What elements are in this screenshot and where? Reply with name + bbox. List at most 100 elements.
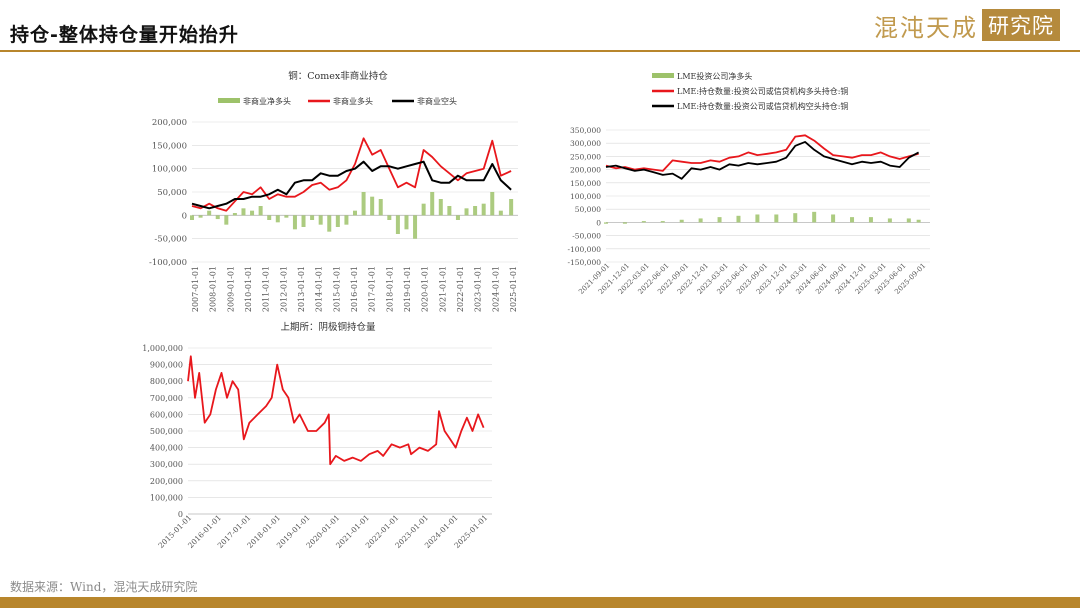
net-long-bar: [430, 192, 435, 216]
long-position-line: [605, 134, 919, 172]
y-tick-label: 100,000: [152, 165, 187, 175]
net-long-bar: [361, 192, 366, 216]
legend-label: 非商业多头: [333, 96, 373, 106]
net-long-bar: [906, 218, 911, 223]
y-tick-label: -150,000: [567, 258, 601, 267]
net-long-bar: [490, 192, 495, 216]
legend-label: 非商业空头: [417, 96, 457, 106]
x-tick-label: 2018-01-01: [385, 266, 394, 312]
net-long-bar: [831, 214, 836, 223]
x-tick-label: 2010-01-01: [244, 266, 253, 312]
y-tick-label: 300,000: [150, 460, 183, 469]
title-divider: [0, 50, 1080, 52]
net-long-bar: [717, 217, 722, 223]
net-long-bar: [498, 210, 503, 216]
net-long-bar: [370, 196, 375, 216]
net-long-bar: [198, 215, 203, 218]
net-long-bar: [292, 215, 297, 230]
y-tick-label: 50,000: [575, 205, 601, 214]
y-tick-label: 0: [182, 211, 187, 221]
net-long-bar: [250, 210, 255, 216]
short-position-line: [605, 140, 920, 180]
net-long-bar: [241, 208, 246, 216]
net-long-bar: [622, 222, 627, 224]
net-long-bar: [774, 214, 779, 223]
net-long-bar: [455, 215, 460, 220]
net-long-bar: [509, 199, 514, 216]
x-tick-label: 2022-01-01: [456, 266, 465, 312]
net-long-bar: [404, 215, 409, 230]
y-tick-label: -100,000: [567, 245, 601, 254]
y-tick-label: -50,000: [154, 235, 187, 245]
net-long-bar: [224, 215, 229, 225]
long-position-line: [191, 137, 512, 212]
x-tick-label: 2024-01-01: [491, 266, 500, 312]
y-tick-label: 100,000: [570, 192, 601, 201]
net-long-bar: [378, 199, 383, 216]
net-long-bar: [916, 219, 921, 223]
chart-title: 上期所：阴极铜持仓量: [280, 321, 376, 333]
x-tick-label: 2014-01-01: [315, 266, 324, 312]
net-long-bar: [395, 215, 400, 234]
y-tick-label: 200,000: [152, 118, 187, 128]
net-long-bar: [344, 215, 349, 225]
x-tick-label: 2016-01-01: [350, 266, 359, 312]
net-long-bar: [413, 215, 418, 239]
x-tick-label: 2021-01-01: [438, 266, 447, 312]
company-logo: 混沌天成 研究院: [874, 9, 1060, 42]
net-long-bar: [335, 215, 340, 227]
y-tick-label: 600,000: [150, 410, 183, 419]
net-long-bar: [698, 218, 703, 223]
x-tick-label: 2020-01-01: [421, 266, 430, 312]
x-tick-label: 2025-01-01: [509, 266, 518, 312]
net-long-bar: [736, 215, 741, 223]
y-tick-label: 900,000: [150, 361, 183, 370]
net-long-bar: [301, 215, 306, 227]
net-long-bar: [353, 210, 357, 216]
y-tick-label: -50,000: [572, 232, 601, 241]
y-tick-label: 0: [596, 218, 601, 227]
x-tick-label: 2013-01-01: [297, 266, 306, 312]
net-long-bar: [318, 215, 323, 225]
y-tick-label: 0: [178, 510, 183, 519]
logo-text: 混沌天成: [874, 13, 978, 42]
net-long-bar: [868, 217, 873, 223]
x-tick-label: 2012-01-01: [279, 266, 288, 312]
short-position-line: [191, 160, 512, 210]
net-long-bar: [850, 217, 855, 223]
net-long-bar: [481, 203, 486, 216]
x-tick-label: 2008-01-01: [209, 266, 218, 312]
open-interest-line: [187, 355, 485, 466]
y-tick-label: 500,000: [150, 427, 183, 436]
net-long-bar: [284, 215, 289, 218]
net-long-bar: [327, 215, 332, 232]
x-tick-label: 2015-01-01: [332, 266, 341, 312]
net-long-bar: [887, 218, 892, 223]
logo-box: 研究院: [982, 9, 1060, 41]
footer-bar: [0, 597, 1080, 608]
net-long-bar: [755, 214, 760, 223]
y-tick-label: -100,000: [149, 258, 187, 268]
net-long-bar: [641, 221, 646, 223]
legend-label: LME投资公司净多头: [677, 71, 752, 81]
net-long-bar: [275, 215, 280, 223]
y-tick-label: 150,000: [152, 141, 187, 151]
net-long-bar: [464, 208, 469, 216]
net-long-bar: [447, 206, 452, 216]
y-tick-label: 200,000: [150, 477, 183, 486]
net-long-bar: [604, 222, 608, 224]
net-long-bar: [473, 206, 478, 216]
page-title: 持仓-整体持仓量开始抬升: [10, 24, 239, 46]
x-tick-label: 2019-01-01: [403, 266, 412, 312]
data-source: 数据来源：Wind，混沌天成研究院: [10, 580, 198, 594]
net-long-bar: [660, 221, 665, 223]
x-tick-label: 2017-01-01: [368, 266, 377, 312]
y-tick-label: 1,000,000: [142, 344, 183, 353]
x-tick-label: 2011-01-01: [262, 266, 271, 312]
net-long-bar: [207, 210, 212, 216]
legend-label: LME:持仓数量:投资公司或信贷机构空头持仓:铜: [677, 101, 848, 111]
net-long-bar: [679, 219, 684, 223]
net-long-bar: [438, 199, 443, 216]
y-tick-label: 700,000: [150, 394, 183, 403]
net-long-bar: [387, 215, 392, 220]
